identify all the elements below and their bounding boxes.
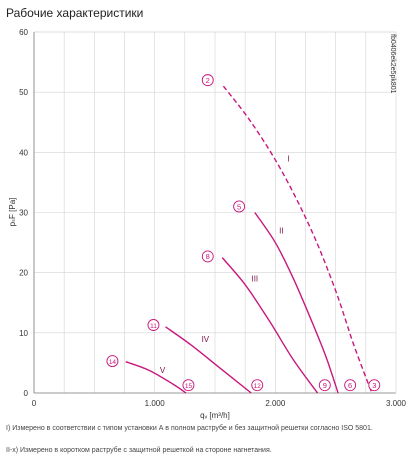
- y-tick-label: 20: [19, 269, 28, 278]
- marker-circle: [147, 319, 160, 331]
- x-tick-label: 0: [32, 399, 37, 408]
- y-tick-label: 0: [24, 389, 29, 398]
- marker-2: 2: [201, 74, 214, 87]
- footnote-2: II-x) Измерено в коротком раструбе с защ…: [6, 447, 272, 454]
- marker-8: 8: [201, 250, 214, 263]
- curve-I: [222, 85, 373, 394]
- y-tick-label: 40: [19, 148, 28, 157]
- curve-label-V: V: [160, 366, 166, 375]
- marker-6: 6: [344, 379, 357, 392]
- marker-3: 3: [368, 379, 381, 392]
- marker-circle: [106, 355, 119, 368]
- axes: [33, 31, 397, 394]
- marker-circle: [344, 379, 357, 392]
- y-tick-label: 30: [19, 209, 28, 218]
- marker-circle: [251, 379, 264, 392]
- y-tick-label: 10: [19, 329, 28, 338]
- marker-circle: [318, 379, 331, 392]
- marker-9: 9: [318, 379, 331, 392]
- marker-label: 15: [185, 383, 193, 390]
- curve-II: [254, 212, 339, 394]
- x-axis-label: qᵥ [m³/h]: [200, 411, 230, 420]
- marker-5: 5: [233, 200, 246, 213]
- curve-label-II: II: [279, 227, 283, 236]
- marker-label: 8: [206, 252, 210, 261]
- marker-12: 12: [251, 379, 264, 392]
- y-tick-label: 60: [19, 28, 28, 37]
- x-tick-label: 2.000: [265, 399, 286, 408]
- chart-reference-code: fb0406ek2e5pk801: [389, 34, 396, 94]
- marker-14: 14: [106, 355, 119, 368]
- curve-label-IV: IV: [202, 335, 210, 344]
- marker-label: 9: [323, 381, 327, 390]
- y-tick-label: 50: [19, 88, 28, 97]
- marker-15: 15: [182, 379, 195, 392]
- x-tick-label: 1.000: [145, 399, 166, 408]
- marker-circle: [233, 200, 246, 213]
- curve-label-III: III: [251, 275, 258, 284]
- marker-label: 14: [109, 359, 117, 366]
- marker-circle: [201, 250, 214, 263]
- marker-circle: [182, 379, 195, 392]
- footnote-1: I) Измерено в соответствии с типом устан…: [6, 425, 373, 432]
- page-title: Рабочие характеристики: [6, 6, 144, 20]
- operating-point-markers: 2 3 5 6 8 9 11 12 14 15: [106, 74, 381, 392]
- tick-labels: 0 1.000 2.000 3.000 0 10 20 30 40 50 60: [19, 28, 406, 408]
- curve-label-I: I: [287, 154, 289, 163]
- curve-V: [125, 361, 187, 394]
- curve-IV: [165, 326, 252, 394]
- marker-label: 2: [206, 76, 210, 85]
- marker-label: 12: [254, 383, 262, 390]
- y-axis-label: pₛF [Pa]: [8, 198, 17, 227]
- marker-label: 3: [372, 381, 376, 390]
- marker-label: 6: [348, 381, 352, 390]
- marker-circle: [368, 379, 381, 392]
- curve-III: [221, 257, 319, 394]
- marker-11: 11: [147, 319, 160, 331]
- marker-label: 11: [150, 323, 157, 330]
- marker-circle: [201, 74, 214, 87]
- marker-label: 5: [237, 202, 241, 211]
- x-tick-label: 3.000: [386, 399, 407, 408]
- grid: [34, 31, 396, 393]
